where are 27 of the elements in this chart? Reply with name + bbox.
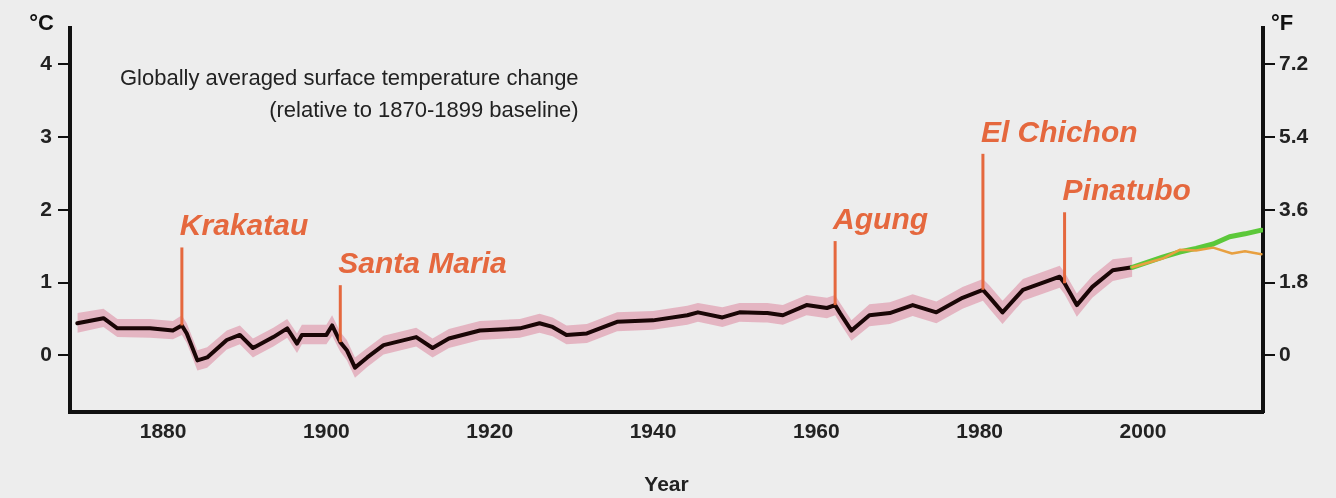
- x-tick-label: 2000: [1119, 419, 1167, 443]
- x-tick-label: 1900: [303, 419, 350, 443]
- y-tick-label: 4: [40, 51, 53, 75]
- annotation: Pinatubo: [1062, 173, 1191, 207]
- annotation: Santa Maria: [338, 246, 507, 280]
- annotation: El Chichon: [980, 114, 1138, 148]
- y2-tick-label: 5.4: [1279, 123, 1309, 147]
- text: (relative to 1870-1899 baseline): [269, 97, 579, 122]
- y-tick-label: 0: [40, 342, 52, 366]
- y-axis-title: °C: [29, 10, 55, 35]
- y-tick-label: 2: [40, 196, 52, 220]
- annotation: Agung: [832, 202, 929, 236]
- y2-axis-title: °F: [1271, 10, 1294, 35]
- y2-tick-label: 1.8: [1279, 269, 1309, 293]
- y-tick-label: 3: [40, 123, 52, 147]
- annotation: Krakatau: [179, 208, 309, 242]
- y2-tick-label: 3.6: [1279, 196, 1309, 220]
- y2-tick-label: 0: [1279, 342, 1291, 366]
- x-tick-label: 1880: [139, 419, 187, 443]
- x-tick-label: 1980: [956, 419, 1004, 443]
- x-axis-title: Year: [644, 472, 689, 496]
- x-tick-label: 1920: [466, 419, 514, 443]
- x-tick-label: 1940: [629, 419, 677, 443]
- y2-tick-label: 7.2: [1279, 51, 1309, 75]
- y-tick-label: 1: [40, 269, 53, 293]
- text: Globally averaged surface temperature change: [120, 65, 579, 90]
- x-tick-label: 1960: [792, 419, 840, 443]
